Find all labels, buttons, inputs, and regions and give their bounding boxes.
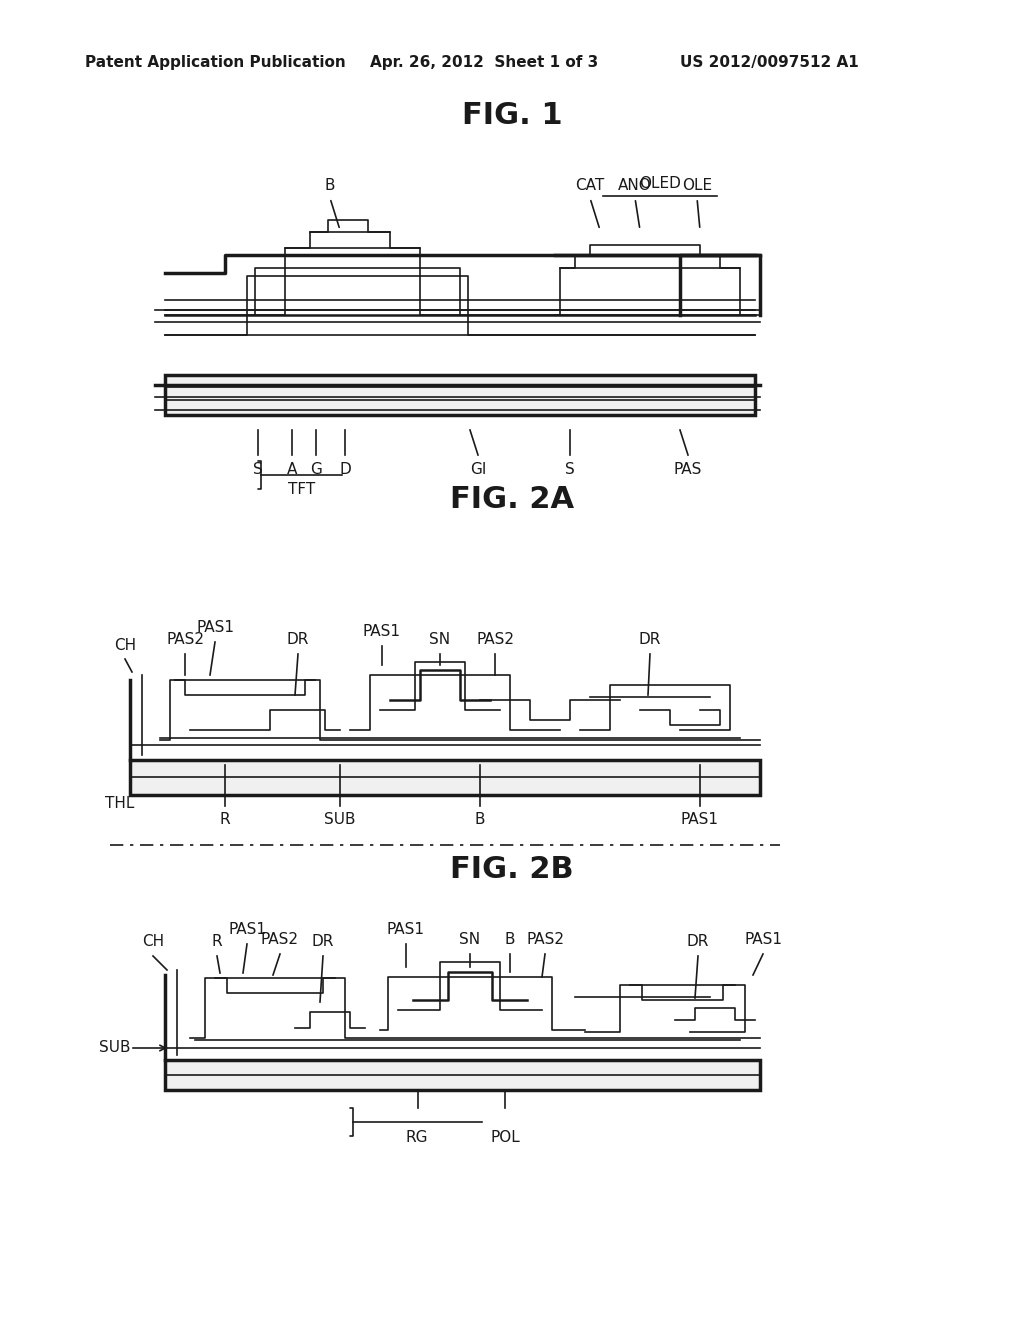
Text: CH: CH <box>142 935 164 949</box>
Text: PAS1: PAS1 <box>681 813 719 828</box>
Text: SUB: SUB <box>98 1040 130 1056</box>
Text: SN: SN <box>429 632 451 648</box>
Text: S: S <box>565 462 574 477</box>
Text: G: G <box>310 462 322 477</box>
Text: PAS2: PAS2 <box>261 932 299 948</box>
Text: B: B <box>475 813 485 828</box>
Text: OLED: OLED <box>639 176 681 190</box>
Text: PAS1: PAS1 <box>228 923 266 937</box>
Text: PAS2: PAS2 <box>476 632 514 648</box>
Text: FIG. 2A: FIG. 2A <box>450 486 574 515</box>
Text: DR: DR <box>687 935 710 949</box>
Text: PAS2: PAS2 <box>526 932 564 948</box>
Text: CAT: CAT <box>575 178 604 194</box>
FancyBboxPatch shape <box>165 1060 760 1090</box>
Text: B: B <box>325 178 335 194</box>
Text: SUB: SUB <box>325 813 355 828</box>
FancyBboxPatch shape <box>130 760 760 795</box>
Text: PAS1: PAS1 <box>196 620 234 635</box>
Text: DR: DR <box>287 632 309 648</box>
Text: Apr. 26, 2012  Sheet 1 of 3: Apr. 26, 2012 Sheet 1 of 3 <box>370 54 598 70</box>
Text: POL: POL <box>490 1130 520 1144</box>
Text: FIG. 1: FIG. 1 <box>462 100 562 129</box>
Text: GI: GI <box>470 462 486 477</box>
Text: PAS2: PAS2 <box>166 632 204 648</box>
Text: TFT: TFT <box>289 483 315 498</box>
Text: A: A <box>287 462 297 477</box>
Text: CH: CH <box>114 638 136 652</box>
Text: THL: THL <box>105 796 134 810</box>
Text: D: D <box>339 462 351 477</box>
Text: PAS: PAS <box>674 462 702 477</box>
Text: RG: RG <box>406 1130 428 1144</box>
Text: SN: SN <box>460 932 480 948</box>
Text: R: R <box>212 935 222 949</box>
Text: PAS1: PAS1 <box>362 624 401 639</box>
Text: Patent Application Publication: Patent Application Publication <box>85 54 346 70</box>
Text: R: R <box>220 813 230 828</box>
Text: DR: DR <box>639 632 662 648</box>
Text: S: S <box>253 462 263 477</box>
Text: PAS1: PAS1 <box>387 923 425 937</box>
Text: DR: DR <box>312 935 334 949</box>
FancyBboxPatch shape <box>165 375 755 414</box>
Text: OLE: OLE <box>682 178 712 194</box>
Text: ANO: ANO <box>618 178 652 194</box>
Text: PAS1: PAS1 <box>744 932 782 948</box>
Text: B: B <box>505 932 515 948</box>
Text: FIG. 2B: FIG. 2B <box>451 855 573 884</box>
Text: US 2012/0097512 A1: US 2012/0097512 A1 <box>680 54 859 70</box>
